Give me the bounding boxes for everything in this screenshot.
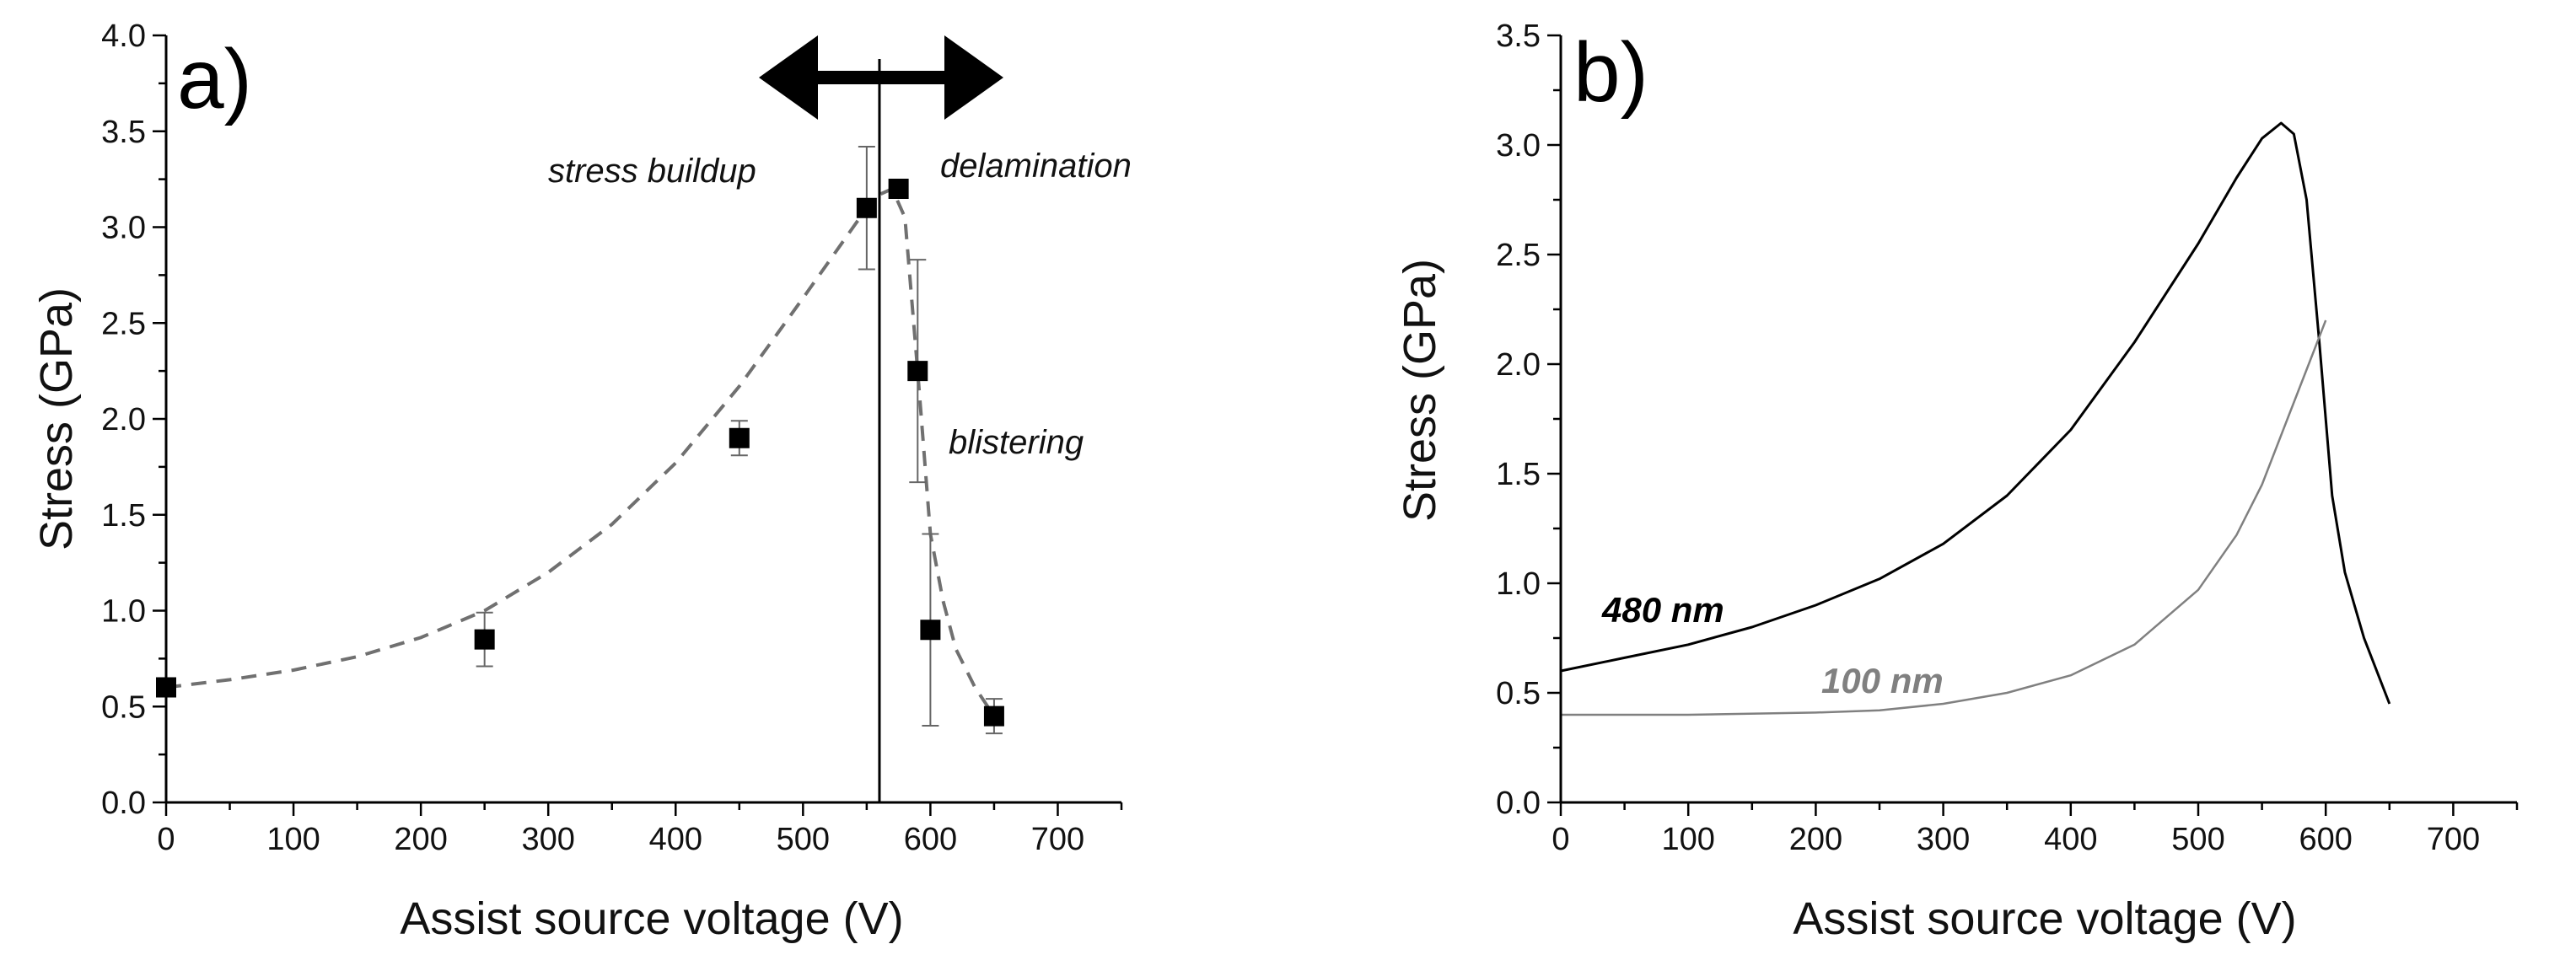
panel-a-axes [164,35,1121,804]
panel-a-points [156,145,1004,735]
panel-a-y-tick-label: 1.0 [101,594,146,630]
panel-a-x-tick-label: 600 [904,822,957,857]
panel-b-y-tick-label: 3.5 [1496,19,1541,54]
annotation-blistering: blistering [949,424,1084,461]
panel-b-lines [1560,121,2391,716]
panel-b-x-axis-title: Assist source voltage (V) [1793,893,2296,944]
series-label-480nm: 480 nm [1601,590,1724,630]
panel-a-y-tick-label: 4.0 [101,19,146,54]
series-line-480nm [1560,121,2391,705]
data-point [983,705,1004,727]
panel-b-ticks [1547,34,2519,816]
panel-b-x-tick-label: 600 [2299,822,2352,857]
data-point [888,179,909,199]
panel-b-tick-labels: 0 100 200 300 400 500 600 700 0.0 0.5 1.0 1.5 2.0 2.5… [1496,19,2480,857]
panel-a-y-axis-title: Stress (GPa) [31,287,82,550]
panel-a-y-tick-label: 3.5 [101,115,146,150]
arrow-head-left [759,35,818,120]
panel-a-y-tick-label: 0.0 [101,786,146,821]
panel-b-y-tick-label: 0.0 [1496,786,1541,821]
panel-b-label: b) [1573,25,1648,120]
panel-b: 0 100 200 300 400 500 600 700 0.0 0.5 1.0 1.5 2.0 2.5… [1395,19,2519,944]
data-point [920,620,941,641]
panel-b-x-tick-label: 400 [2044,822,2097,857]
panel-a-fit-curve-group [165,186,996,717]
panel-a: 0 100 200 300 400 500 600 700 0.0 0.5 1.0 1.5 2.0 2.5… [31,19,1132,944]
panel-a-x-tick-label: 0 [157,822,175,857]
panel-a-x-tick-label: 700 [1031,822,1084,857]
data-point [856,197,877,218]
panel-a-y-tick-label: 3.0 [101,211,146,246]
panel-b-x-tick-label: 500 [2171,822,2224,857]
panel-a-x-tick-label: 400 [649,822,702,857]
panel-b-y-axis-title: Stress (GPa) [1395,259,1445,522]
panel-b-x-tick-label: 300 [1917,822,1970,857]
panel-a-x-tick-label: 500 [777,822,830,857]
panel-a-x-axis-title: Assist source voltage (V) [400,893,903,944]
panel-a-label: a) [177,32,252,126]
panel-b-y-tick-label: 3.0 [1496,128,1541,164]
panel-b-axes [1559,35,2517,804]
series-line-100nm [1561,319,2327,716]
panel-a-y-tick-label: 0.5 [101,689,146,725]
panel-b-y-tick-label: 2.0 [1496,347,1541,383]
panel-a-x-tick-label: 200 [394,822,447,857]
double-arrow-icon [759,35,1003,120]
panel-a-x-tick-label: 100 [266,822,320,857]
panel-b-x-tick-label: 0 [1552,822,1569,857]
panel-b-y-tick-label: 2.5 [1496,238,1541,273]
panel-a-y-tick-label: 2.0 [101,402,146,437]
panel-b-y-tick-label: 1.0 [1496,566,1541,602]
panel-b-y-tick-label: 1.5 [1496,457,1541,492]
series-label-100nm: 100 nm [1821,661,1944,700]
panel-b-x-tick-label: 200 [1789,822,1842,857]
data-point [907,361,928,382]
data-point [474,629,495,650]
panel-a-tick-labels: 0 100 200 300 400 500 600 700 0.0 0.5 1.0 1.5 2.0 2.5… [101,19,1084,857]
panel-b-y-tick-label: 0.5 [1496,676,1541,711]
panel-a-x-tick-label: 300 [521,822,574,857]
annotation-delamination: delamination [940,148,1132,185]
panel-a-fit-curve [165,186,996,717]
annotation-stress-buildup: stress buildup [548,153,756,190]
panel-a-y-tick-label: 1.5 [101,498,146,534]
arrow-head-right [944,35,1003,120]
panel-b-x-tick-label: 100 [1661,822,1714,857]
data-point [729,427,750,448]
panel-b-x-tick-label: 700 [2427,822,2480,857]
panel-a-y-tick-label: 2.5 [101,306,146,341]
